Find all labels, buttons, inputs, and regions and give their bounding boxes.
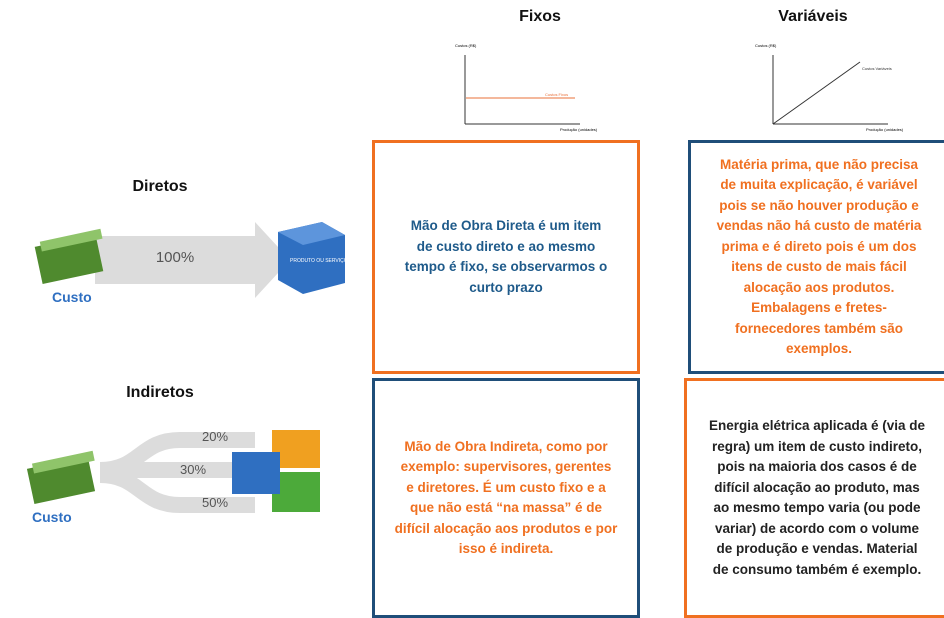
axis-label: Produção (unidades) [866, 127, 904, 132]
direct-illustration: 100% PRODUTO OU SERVIÇO Custo [34, 222, 348, 305]
text-line: de produção e vendas. Material [716, 541, 918, 556]
axis-label: Custos (R$) [455, 43, 477, 48]
text-line: difícil alocação ao produto, mas [714, 479, 920, 495]
text-line: itens de custo de mais fácil [731, 259, 907, 274]
cell: Matéria prima, que não precisa de muita e… [688, 140, 944, 374]
row-header: Diretos [132, 178, 188, 195]
text-line: e diretores. É um custo fixo e a [406, 479, 606, 495]
text-line: regra) um item de custo indireto, [711, 438, 923, 454]
text-line: Embalagens e fretes- [751, 300, 887, 315]
text-line: de custo direto e ao mesmo [416, 238, 596, 254]
line-label: Custos Variáveis [862, 66, 892, 71]
text-line: isso é indireta. [458, 541, 554, 556]
text-line: vendas não há custo de matéria [716, 218, 922, 233]
text-line: alocação aos produtos. [743, 279, 895, 295]
cell: Mão de Obra Direta é um item de custo dir… [372, 140, 640, 374]
text-line: exemplo: supervisores, gerentes [400, 459, 612, 474]
row-header: Indiretos [126, 384, 194, 401]
text-line: Energia elétrica aplicada é (via de [708, 418, 926, 433]
column-header: Fixos [519, 8, 561, 25]
label: Custo [32, 509, 72, 525]
cell: Mão de Obra Indireta, como por exemplo: s… [372, 378, 640, 618]
text-line: exemplos. [785, 341, 853, 356]
text-line: Matéria prima, que não precisa [719, 156, 919, 172]
text-line: ao mesmo tempo varia (ou pode [713, 500, 921, 515]
text-line: de consumo também é exemplo. [712, 561, 922, 577]
text-line: prima e é direto pois é um dos [721, 238, 917, 254]
line-label: Custos Fixos [545, 92, 568, 97]
box-label: PRODUTO OU SERVIÇO [290, 258, 348, 264]
text-line: tempo é fixo, se observarmos o [404, 259, 608, 274]
axis-label: Custos (R$) [755, 43, 777, 48]
cell: Energia elétrica aplicada é (via de regra… [684, 378, 944, 618]
mini-chart: Custos (R$) Custos Variáveis Produção (u… [755, 43, 904, 132]
percent: 20% [202, 429, 228, 444]
mini-chart: Custos (R$) Custos Fixos Produção (unida… [455, 43, 598, 132]
text-line: fornecedores também são [734, 320, 904, 336]
text-line: pois se não houver produção e [719, 197, 919, 213]
text-line: pois na maioria dos casos é de [717, 459, 917, 474]
axis-label: Produção (unidades) [560, 127, 598, 132]
text-line: curto prazo [469, 279, 543, 295]
percent: 100% [156, 249, 194, 266]
column-header: Variáveis [778, 8, 848, 25]
text-line: que não está “na massa” é de [409, 500, 603, 515]
percent: 50% [202, 495, 228, 510]
text-line: Mão de Obra Direta é um item [410, 218, 602, 233]
label: Custo [52, 289, 92, 305]
indirect-illustration: 20% 30% 50% Custo [26, 429, 320, 525]
text-line: variar) de acordo com o volume [714, 520, 920, 536]
text-line: de muita explicação, é variável [720, 177, 918, 192]
percent: 30% [180, 462, 206, 477]
text-line: Mão de Obra Indireta, como por [404, 438, 608, 454]
text-line: difícil alocação aos produtos e por [394, 520, 618, 536]
